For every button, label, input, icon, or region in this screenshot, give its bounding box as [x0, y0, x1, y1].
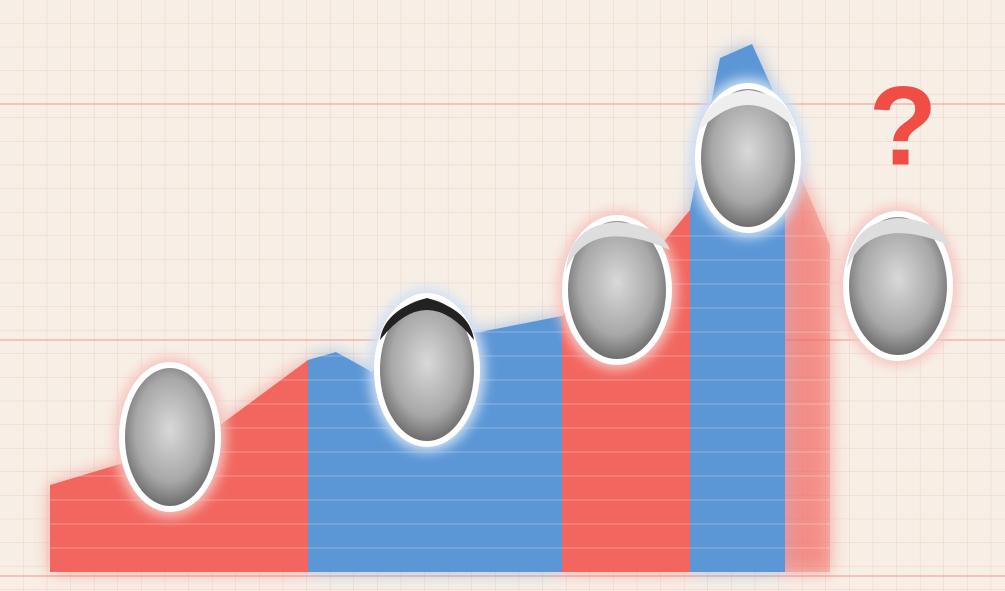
question-mark: ? [869, 64, 937, 189]
portrait [114, 357, 226, 517]
portraits [114, 78, 958, 517]
portrait [369, 288, 485, 452]
portrait [557, 210, 677, 370]
portrait [838, 206, 958, 366]
area-faded [785, 140, 830, 572]
portrait [690, 78, 806, 238]
